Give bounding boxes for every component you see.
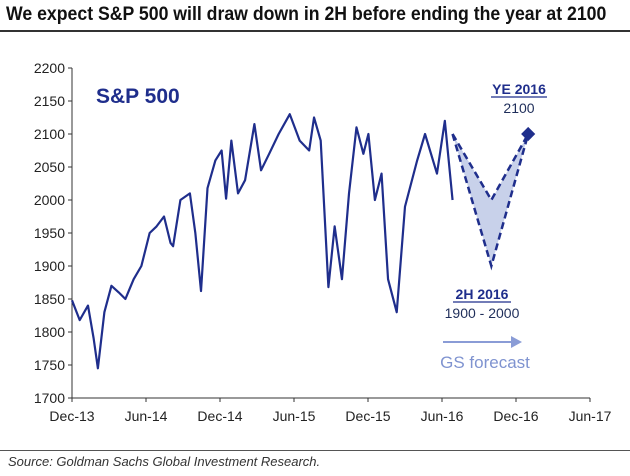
y-tick-label: 1950 — [34, 225, 65, 241]
x-tick-label: Dec-15 — [345, 408, 390, 424]
x-axis-ticks: Dec-13 Jun-14 Dec-14 Jun-15 Dec-15 Jun-16 Dec-… — [49, 398, 612, 424]
annotations: S&P 500 YE 2016 2100 2H 2016 1900 - 2000 GS f… — [96, 81, 547, 372]
x-tick-label: Dec-16 — [493, 408, 538, 424]
y-tick-label: 2200 — [34, 60, 65, 76]
ye-2016-marker — [521, 126, 536, 142]
y-axis-ticks: 1700 1750 1800 1850 1900 1950 2000 2050 2100 2150… — [34, 60, 72, 406]
y-tick-label: 1700 — [34, 390, 65, 406]
x-tick-label: Jun-14 — [125, 408, 168, 424]
y-tick-label: 1800 — [34, 324, 65, 340]
y-tick-label: 1750 — [34, 357, 65, 373]
ye-2016-label: YE 2016 — [492, 81, 546, 97]
source-note: Source: Goldman Sachs Global Investment … — [8, 454, 321, 469]
y-tick-label: 2000 — [34, 192, 65, 208]
chart-title: We expect S&P 500 will draw down in 2H b… — [6, 4, 607, 25]
forecast-lower-line — [451, 133, 530, 271]
x-tick-label: Dec-13 — [49, 408, 94, 424]
source-divider — [0, 450, 630, 451]
forecast-upper-line — [451, 133, 530, 203]
x-tick-label: Jun-16 — [421, 408, 464, 424]
2h-2016-range: 1900 - 2000 — [445, 305, 520, 321]
2h-2016-label: 2H 2016 — [456, 286, 509, 302]
sp500-series-line — [70, 113, 454, 370]
series-lines — [70, 113, 454, 370]
x-tick-label: Dec-14 — [197, 408, 242, 424]
gs-forecast-label: GS forecast — [440, 353, 530, 372]
forecast-area — [451, 126, 536, 271]
y-tick-label: 2150 — [34, 93, 65, 109]
x-tick-label: Jun-15 — [273, 408, 316, 424]
title-divider — [0, 30, 630, 32]
y-tick-label: 1900 — [34, 258, 65, 274]
x-tick-label: Jun-17 — [569, 408, 612, 424]
y-tick-label: 1850 — [34, 291, 65, 307]
y-tick-label: 2100 — [34, 126, 65, 142]
y-tick-label: 2050 — [34, 159, 65, 175]
ye-2016-value: 2100 — [503, 100, 534, 116]
series-label-sp500: S&P 500 — [96, 85, 180, 108]
forecast-arrow-icon — [511, 336, 522, 348]
